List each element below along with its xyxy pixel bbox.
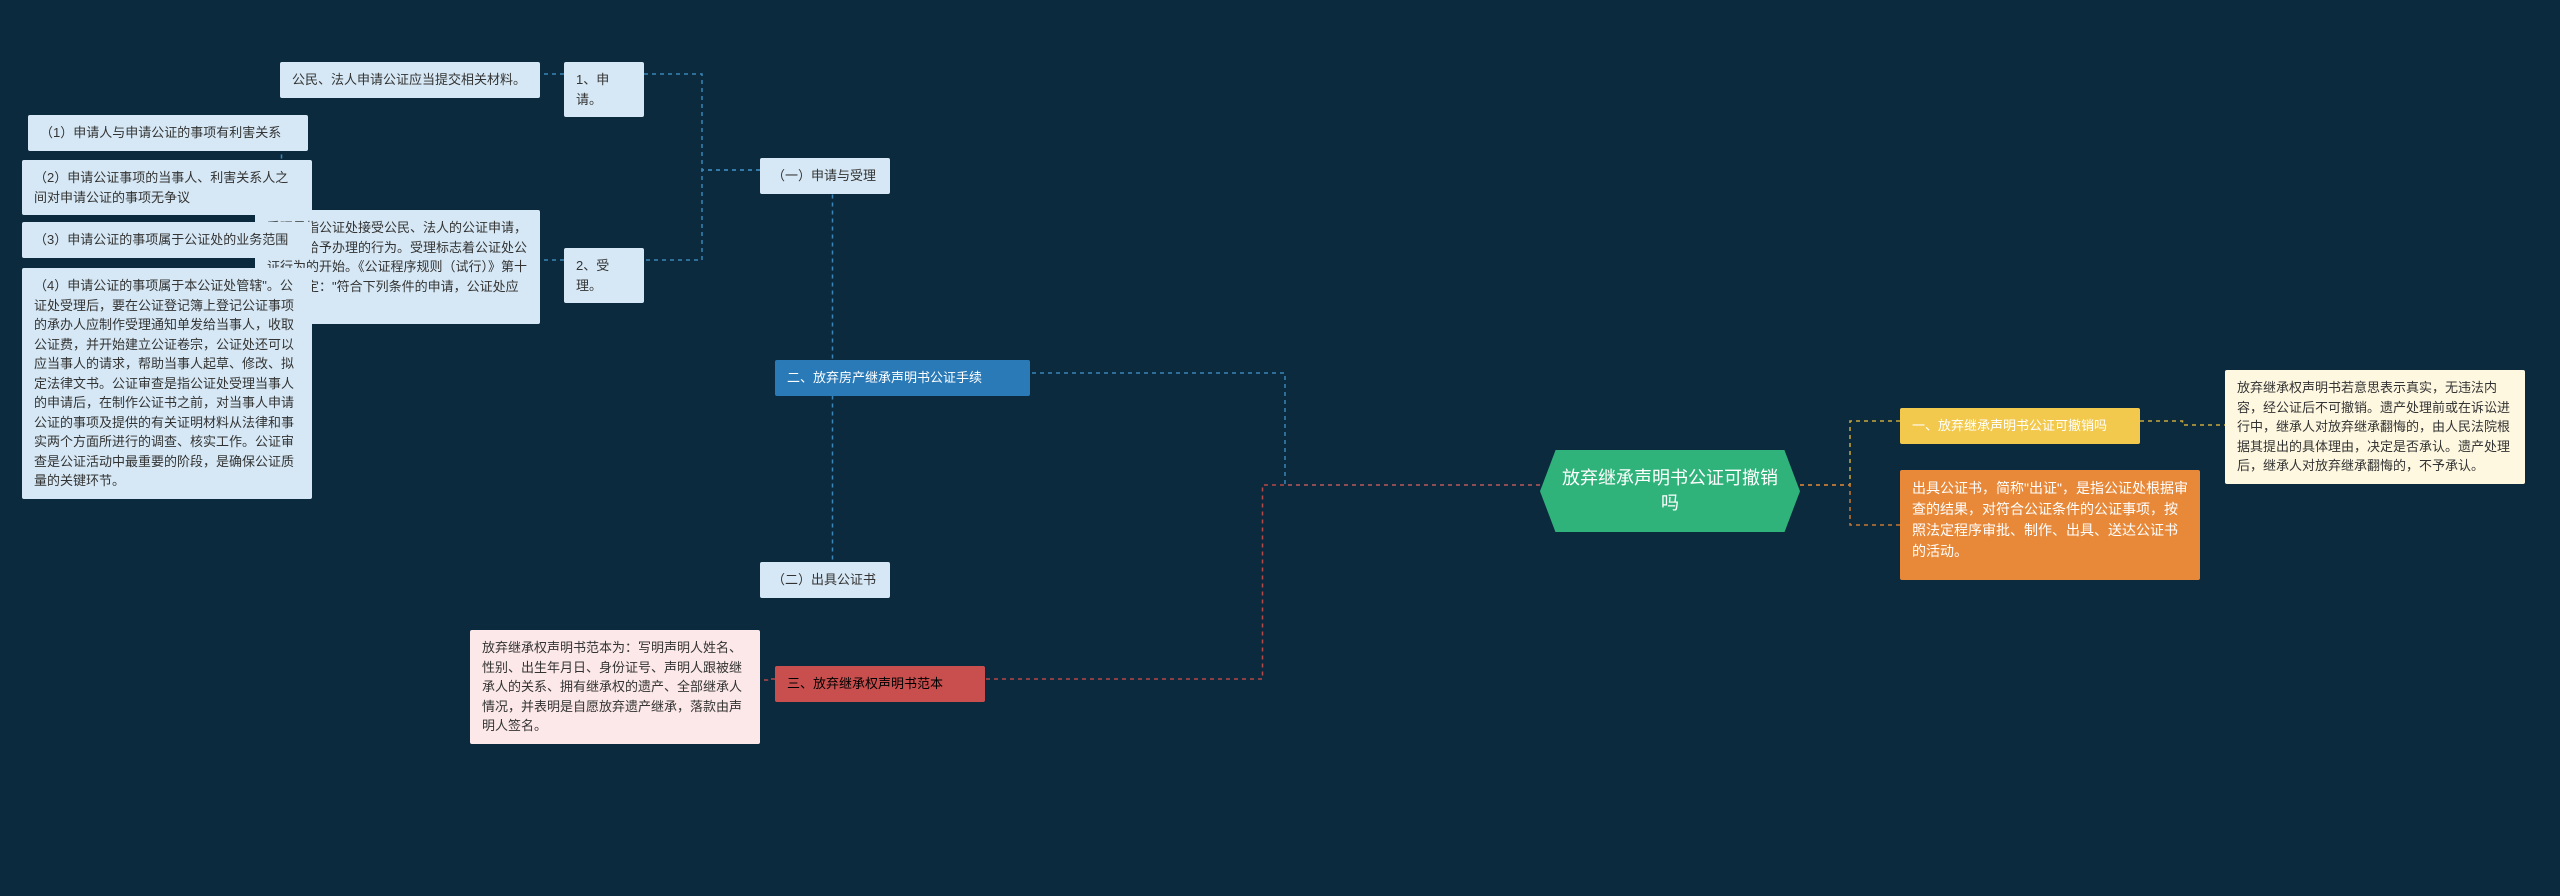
branch-2-title[interactable]: 二、放弃房产继承声明书公证手续 [775, 360, 1030, 396]
branch-2-1-1-content: 公民、法人申请公证应当提交相关材料。 [280, 62, 540, 98]
condition-4: （4）申请公证的事项属于本公证处管辖"。公证处受理后，要在公证登记簿上登记公证事… [22, 268, 312, 499]
condition-1: （1）申请人与申请公证的事项有利害关系 [28, 115, 308, 151]
branch-3-content: 放弃继承权声明书范本为：写明声明人姓名、性别、出生年月日、身份证号、声明人跟被继… [470, 630, 760, 744]
branch-2-1-1[interactable]: 1、申请。 [564, 62, 644, 117]
branch-2-1-2[interactable]: 2、受理。 [564, 248, 644, 303]
condition-2: （2）申请公证事项的当事人、利害关系人之间对申请公证的事项无争议 [22, 160, 312, 215]
branch-3-title[interactable]: 三、放弃继承权声明书范本 [775, 666, 985, 702]
branch-2-2[interactable]: （二）出具公证书 [760, 562, 890, 598]
condition-3: （3）申请公证的事项属于公证处的业务范围 [22, 222, 312, 258]
branch-2-1[interactable]: （一）申请与受理 [760, 158, 890, 194]
branch-1-content: 放弃继承权声明书若意思表示真实，无违法内容，经公证后不可撤销。遗产处理前或在诉讼… [2225, 370, 2525, 484]
branch-1-title[interactable]: 一、放弃继承声明书公证可撤销吗 [1900, 408, 2140, 444]
branch-1b-content: 出具公证书，简称"出证"，是指公证处根据审查的结果，对符合公证条件的公证事项，按… [1900, 470, 2200, 580]
root-node[interactable]: 放弃继承声明书公证可撤销吗 [1540, 450, 1800, 532]
connector-layer [0, 0, 2560, 896]
